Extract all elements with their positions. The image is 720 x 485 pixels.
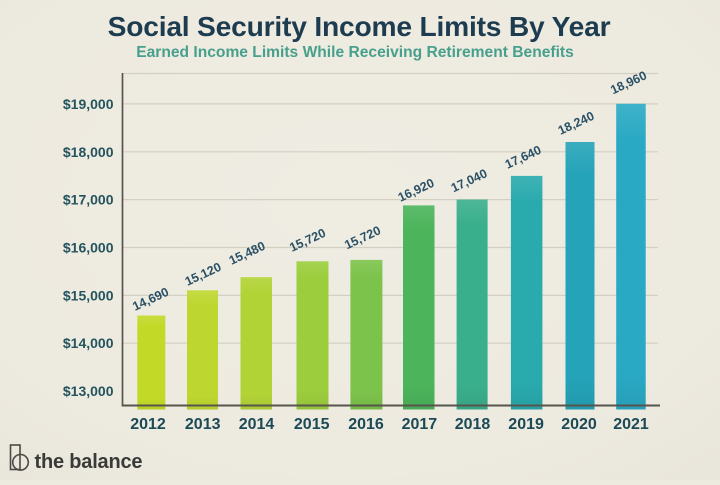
svg-text:2014: 2014 [239, 416, 275, 433]
svg-text:2018: 2018 [455, 416, 491, 433]
svg-text:Social Security Income Limits: Social Security Income Limits By Year [108, 10, 611, 42]
svg-text:2020: 2020 [561, 416, 597, 433]
svg-text:2012: 2012 [130, 416, 166, 433]
svg-text:Earned Income Limits While Rec: Earned Income Limits While Receiving Ret… [136, 44, 574, 61]
svg-text:2013: 2013 [185, 416, 221, 433]
svg-text:2019: 2019 [508, 416, 544, 433]
svg-text:$15,000: $15,000 [63, 287, 114, 303]
svg-text:$14,000: $14,000 [63, 335, 114, 351]
svg-text:$17,000: $17,000 [63, 192, 114, 208]
svg-text:$18,000: $18,000 [63, 144, 114, 160]
svg-text:$16,000: $16,000 [63, 240, 114, 256]
svg-text:$13,000: $13,000 [63, 383, 114, 399]
svg-text:2021: 2021 [613, 416, 649, 433]
svg-text:2017: 2017 [402, 416, 438, 433]
svg-text:$19,000: $19,000 [63, 96, 114, 112]
svg-text:2016: 2016 [348, 416, 384, 433]
svg-text:2015: 2015 [294, 416, 330, 433]
svg-text:the balance: the balance [35, 451, 143, 473]
